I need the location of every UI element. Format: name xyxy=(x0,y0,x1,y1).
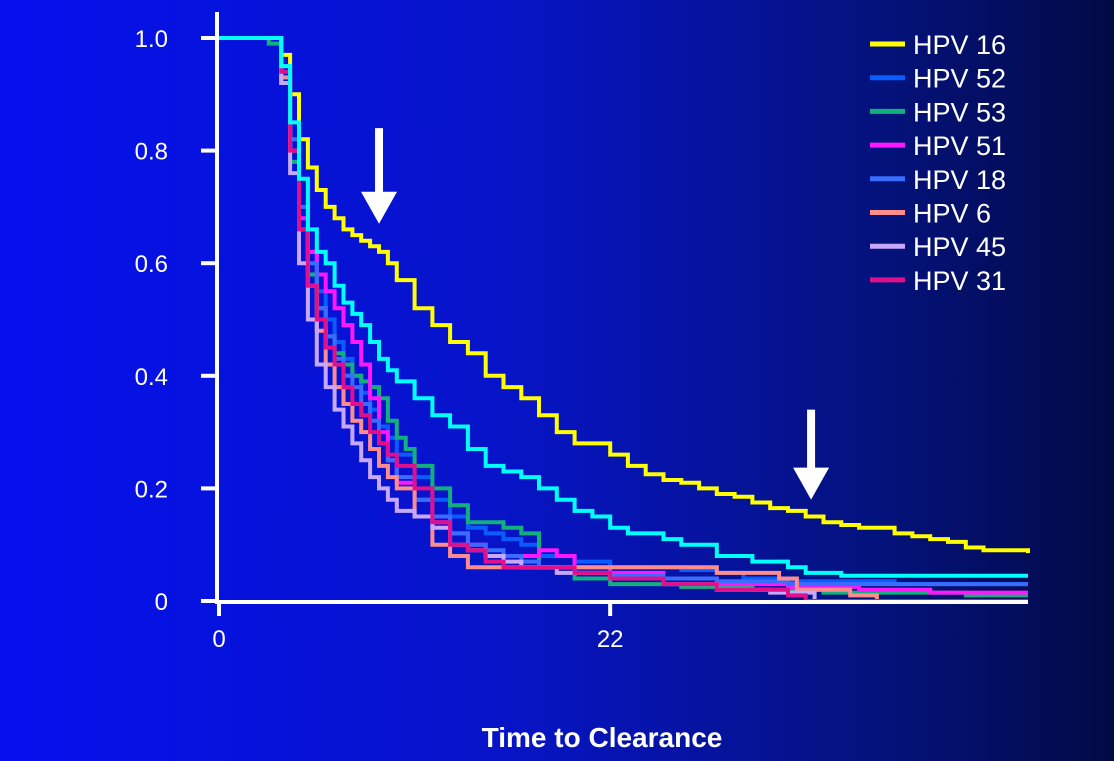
series-line-hpv-52 xyxy=(219,36,1028,587)
legend-item: HPV 45 xyxy=(870,232,1006,262)
y-tick-label: 1.0 xyxy=(135,26,168,53)
down-arrow-icon xyxy=(793,409,830,500)
legend-label: HPV 31 xyxy=(913,266,1006,296)
legend-label: HPV 53 xyxy=(913,97,1006,127)
series-line-unlabeled-8 xyxy=(219,36,1028,578)
y-tick-label: 0.2 xyxy=(135,476,168,503)
series-line-hpv-51 xyxy=(219,36,1028,595)
legend-item: HPV 6 xyxy=(870,199,991,229)
series-line-hpv-6 xyxy=(219,36,1028,603)
legend-item: HPV 16 xyxy=(870,30,1006,60)
down-arrow-icon xyxy=(361,128,398,224)
legend-item: HPV 53 xyxy=(870,97,1006,127)
series-line-hpv-53 xyxy=(219,36,1028,598)
legend-label: HPV 52 xyxy=(913,64,1006,94)
x-tick-label: 0 xyxy=(212,626,225,653)
y-tick-label: 0.6 xyxy=(135,251,168,278)
annotation-layer xyxy=(361,128,830,500)
legend-label: HPV 45 xyxy=(913,232,1006,262)
series-line-hpv-31 xyxy=(219,36,1028,603)
axes-layer xyxy=(215,12,1028,604)
legend-label: HPV 6 xyxy=(913,199,991,229)
y-tick-label: 0.4 xyxy=(135,364,168,391)
series-layer xyxy=(219,36,1030,603)
legend-item: HPV 52 xyxy=(870,64,1006,94)
ticks-layer: 0 0.2 0.4 0.6 0.8 1.0 0 22 xyxy=(135,26,624,653)
series-line-hpv-18 xyxy=(219,36,1028,587)
legend-label: HPV 51 xyxy=(913,131,1006,161)
legend-label: HPV 18 xyxy=(913,165,1006,195)
x-axis-label: Time to Clearance xyxy=(482,722,723,753)
legend-label: HPV 16 xyxy=(913,30,1006,60)
y-tick-label: 0.8 xyxy=(135,139,168,166)
series-line-hpv-16 xyxy=(219,36,1030,554)
legend-item: HPV 18 xyxy=(870,165,1006,195)
y-tick-label: 0 xyxy=(155,589,168,616)
legend-item: HPV 51 xyxy=(870,131,1006,161)
series-line-hpv-45 xyxy=(219,36,1028,603)
x-tick-label: 22 xyxy=(597,626,624,653)
legend-item: HPV 31 xyxy=(870,266,1006,296)
